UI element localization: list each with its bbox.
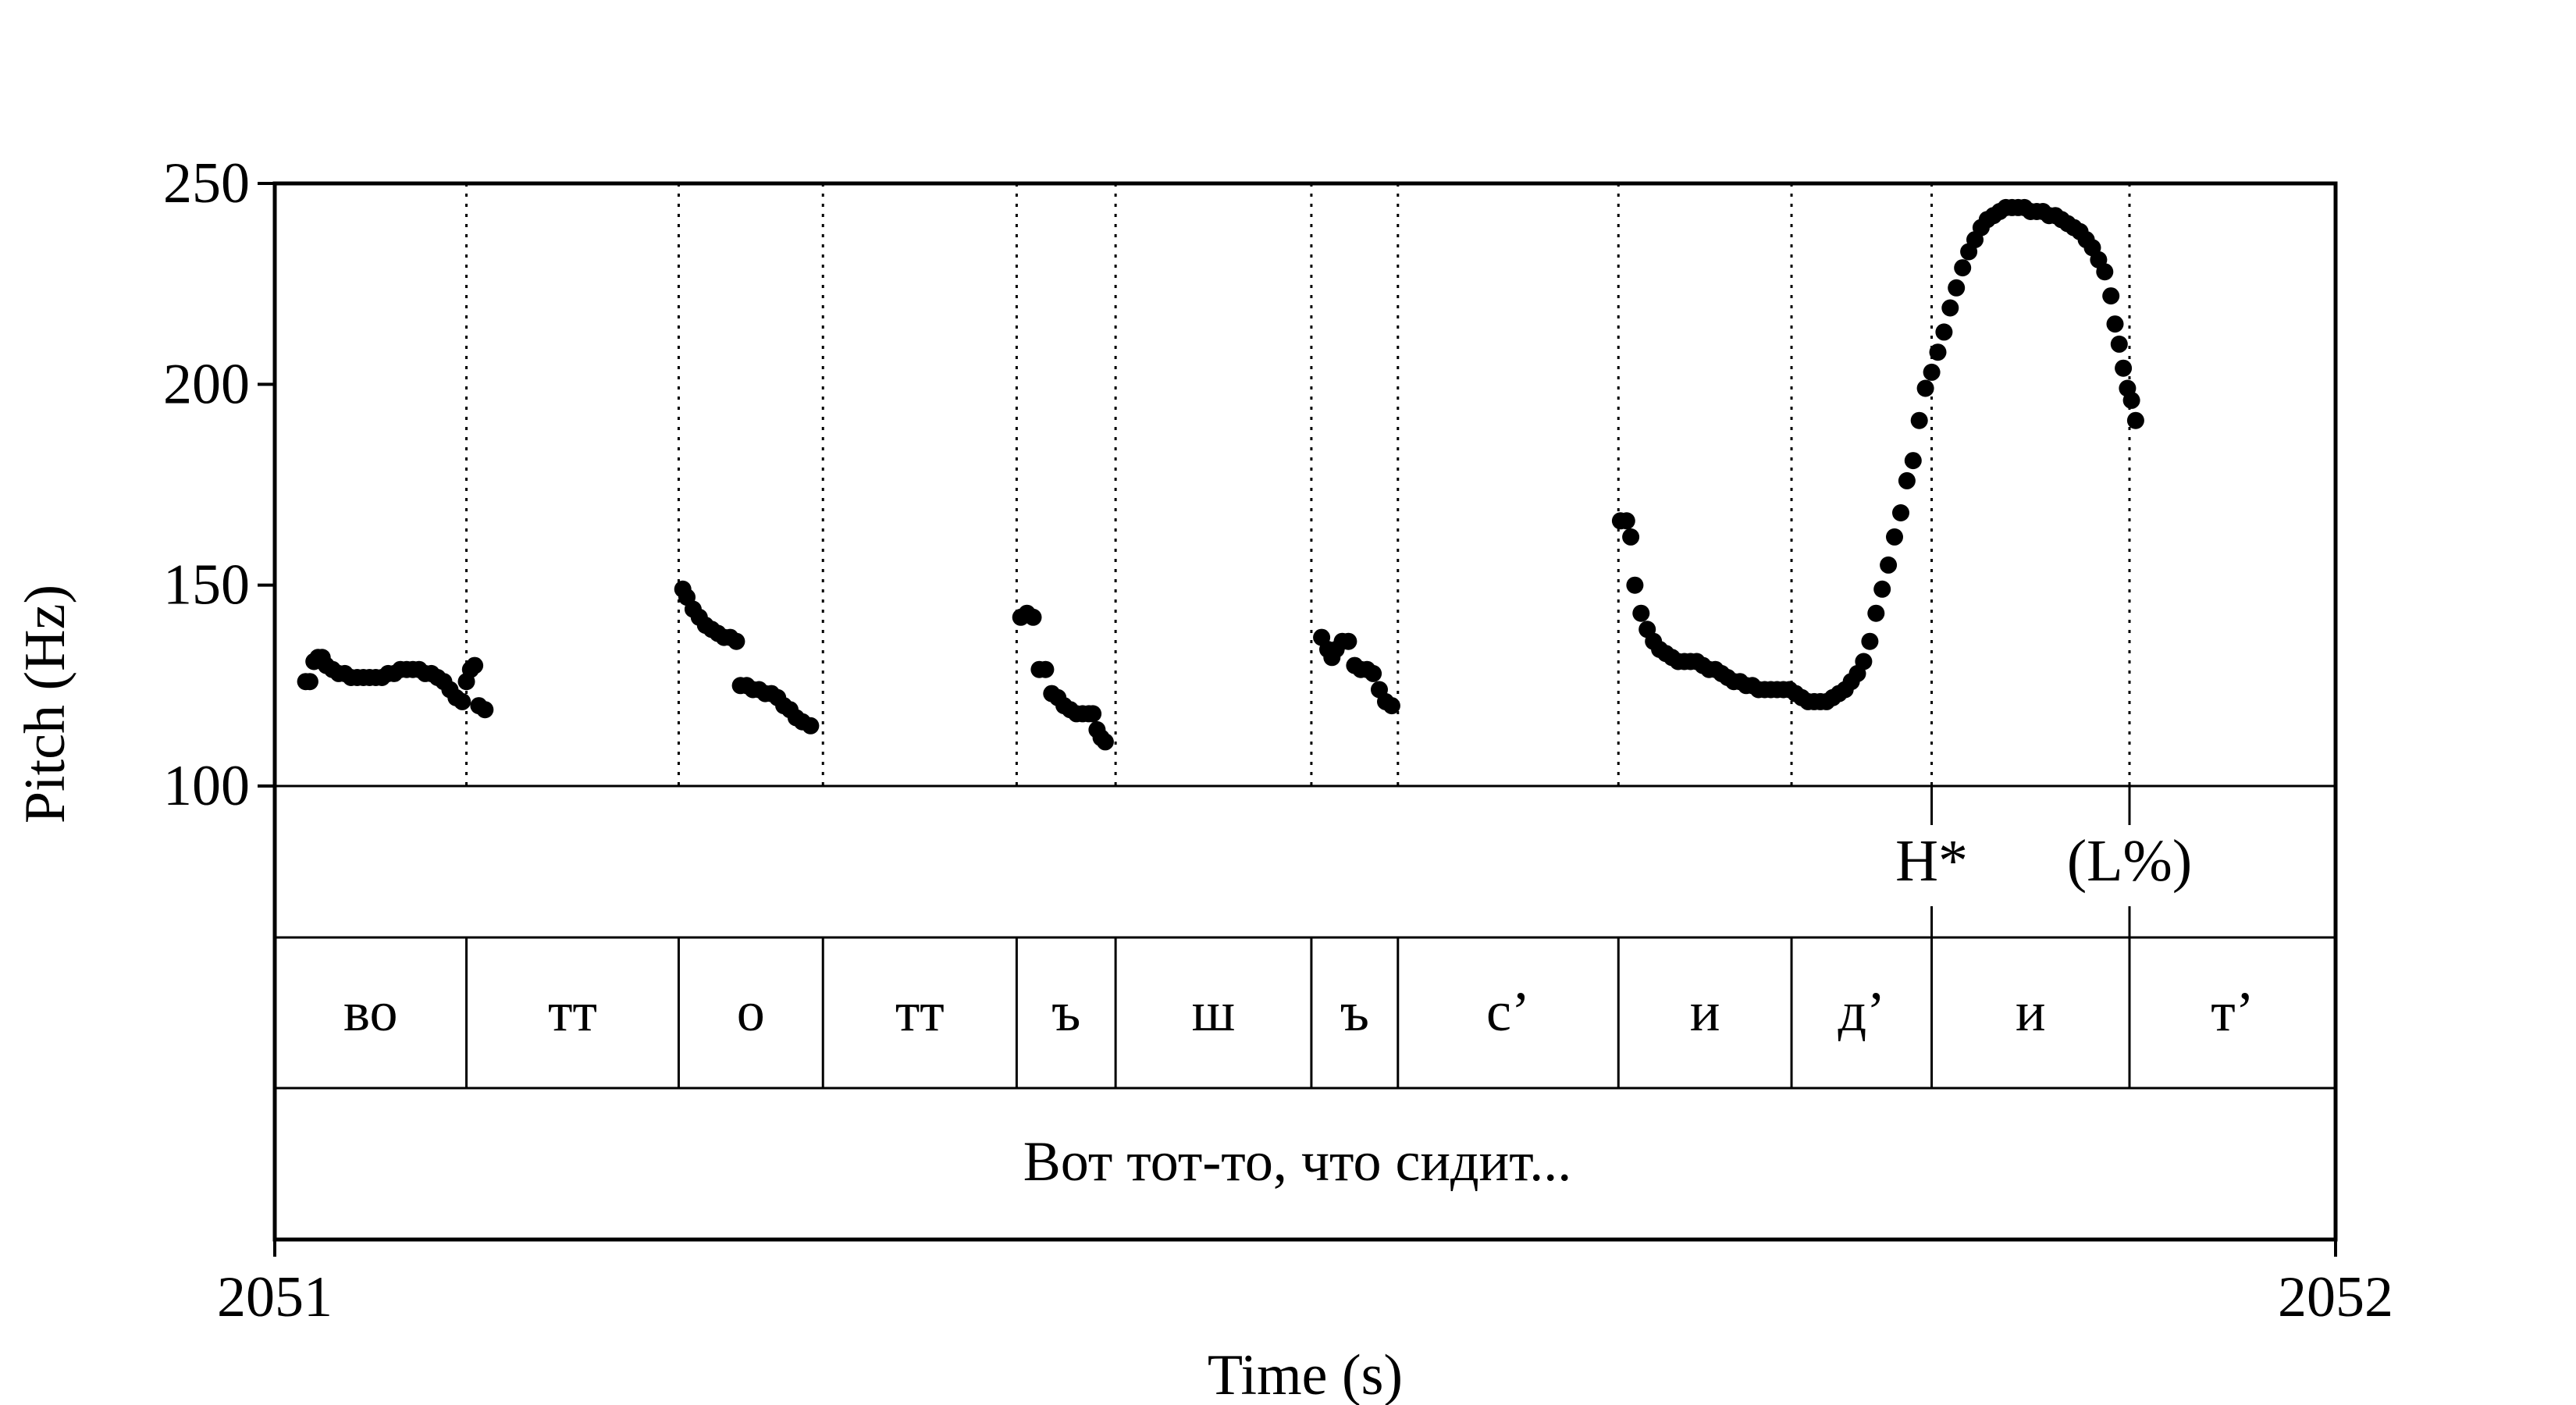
segment-label-1: тт — [548, 980, 597, 1043]
pitch-point-67 — [1084, 705, 1102, 723]
pitch-point-70 — [1096, 733, 1114, 751]
pitch-point-164 — [2102, 287, 2120, 305]
pitch-point-130 — [1892, 504, 1909, 521]
pitch-point-135 — [1923, 363, 1941, 381]
y-tick-label-1: 150 — [163, 553, 250, 617]
pitch-point-30 — [466, 656, 484, 674]
pitch-point-163 — [2096, 263, 2114, 281]
pitch-point-54 — [802, 717, 820, 735]
pitch-point-1 — [301, 673, 318, 691]
x-axis-title: Time (s) — [1208, 1343, 1403, 1405]
pitch-point-86 — [1622, 528, 1640, 546]
pitch-point-127 — [1873, 580, 1891, 598]
pitch-point-140 — [1954, 259, 1972, 277]
pitch-point-87 — [1626, 576, 1644, 594]
y-tick-label-3: 250 — [163, 151, 250, 215]
tier-frames — [272, 181, 2338, 1242]
pitch-point-166 — [2110, 335, 2128, 353]
pitch-point-133 — [1910, 411, 1928, 429]
pitch-point-129 — [1886, 528, 1903, 546]
tone-label-1: (L%) — [2067, 828, 2192, 894]
pitch-point-85 — [1617, 512, 1635, 530]
pitch-point-167 — [2115, 359, 2133, 377]
segment-label-3: тт — [895, 980, 945, 1043]
plot-frame — [272, 181, 2338, 1242]
pitch-point-134 — [1916, 379, 1934, 397]
pitch-point-32 — [476, 701, 494, 719]
segment-label-11: т’ — [2211, 980, 2254, 1043]
pitch-point-128 — [1880, 556, 1898, 574]
x-tick-label-start: 2051 — [217, 1265, 333, 1329]
y-tick-label-0: 100 — [163, 754, 250, 818]
segment-label-2: о — [737, 980, 765, 1043]
pitch-point-124 — [1855, 653, 1873, 670]
segment-label-7: с’ — [1486, 980, 1530, 1043]
segment-label-9: д’ — [1838, 980, 1885, 1043]
tier-labels: Вот тот-то, что сидит... H* (L%) во тт о тт ъ ш… — [343, 828, 2254, 1193]
pitch-point-136 — [1929, 343, 1947, 361]
pitch-point-138 — [1941, 299, 1959, 317]
segment-label-8: и — [1690, 980, 1720, 1043]
pitch-point-165 — [2106, 315, 2124, 333]
pitch-point-125 — [1861, 632, 1879, 650]
pitch-point-59 — [1037, 660, 1055, 678]
segment-label-10: и — [2016, 980, 2046, 1043]
segment-label-6: ъ — [1340, 980, 1369, 1043]
boundary-lines — [465, 183, 2131, 786]
pitch-point-76 — [1340, 632, 1357, 650]
segment-label-0: во — [343, 980, 398, 1043]
pitch-point-139 — [1948, 279, 1966, 297]
y-axis-title: Pitch (Hz) — [13, 585, 77, 823]
pitch-point-170 — [2126, 411, 2144, 429]
pitch-point-169 — [2122, 391, 2140, 409]
pitch-point-88 — [1632, 604, 1650, 622]
y-tick-label-2: 200 — [163, 352, 250, 416]
x-tick-label-end: 2052 — [2278, 1265, 2393, 1329]
segment-label-4: ъ — [1051, 980, 1080, 1043]
pitch-point-57 — [1024, 608, 1042, 626]
axes: Pitch (Hz) Time (s) 2051 2052 100 150 200 2… — [13, 151, 2393, 1405]
pitch-point-126 — [1867, 604, 1885, 622]
pitch-point-83 — [1382, 697, 1400, 715]
pitch-point-80 — [1364, 664, 1382, 682]
pitch-point-132 — [1904, 452, 1922, 470]
pitch-point-27 — [454, 692, 471, 710]
segment-label-5: ш — [1192, 980, 1235, 1043]
pitch-point-42 — [728, 632, 745, 650]
tone-label-0: H* — [1895, 828, 1968, 894]
pitch-point-131 — [1898, 471, 1916, 489]
sentence-label: Вот тот-то, что сидит... — [1023, 1130, 1572, 1193]
pitch-points — [297, 198, 2144, 751]
pitch-point-137 — [1935, 323, 1953, 341]
